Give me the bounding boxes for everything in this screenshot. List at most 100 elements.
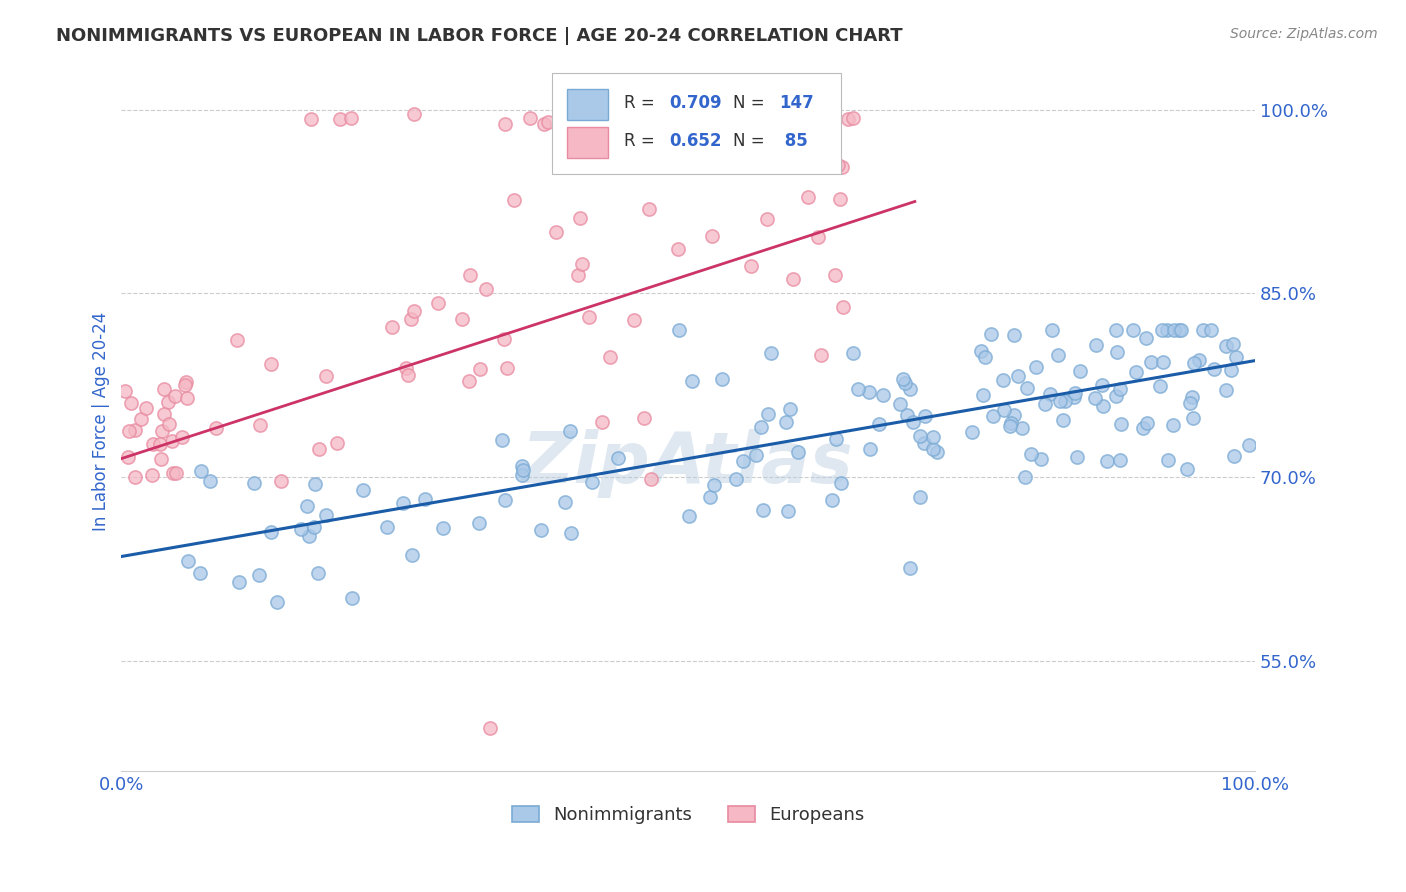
Point xyxy=(752,503,775,517)
Point xyxy=(247,568,270,582)
Point xyxy=(190,464,212,478)
Point xyxy=(458,268,481,283)
Point xyxy=(1225,350,1247,364)
Point xyxy=(381,319,404,334)
Point xyxy=(413,491,436,506)
Point xyxy=(468,361,491,376)
Point xyxy=(510,459,533,474)
Point xyxy=(352,483,374,498)
Point xyxy=(638,202,661,216)
Point xyxy=(249,417,271,432)
Point xyxy=(700,228,723,243)
Point xyxy=(898,561,921,575)
Point xyxy=(404,304,426,318)
Point xyxy=(1105,389,1128,403)
Point xyxy=(1031,452,1053,467)
Point xyxy=(1204,362,1226,376)
Point xyxy=(117,450,139,465)
Point xyxy=(401,549,423,563)
Point xyxy=(308,442,330,456)
Point xyxy=(468,516,491,530)
Point xyxy=(426,295,449,310)
Point xyxy=(396,368,419,383)
Point xyxy=(981,409,1004,424)
Point xyxy=(824,268,846,283)
Point xyxy=(402,107,425,121)
Point xyxy=(325,435,347,450)
Point xyxy=(868,417,890,432)
Point xyxy=(578,310,600,325)
Point xyxy=(1125,365,1147,379)
Point xyxy=(1105,345,1128,359)
Point xyxy=(901,415,924,429)
Point xyxy=(821,493,844,508)
Point xyxy=(375,520,398,534)
Point xyxy=(782,272,804,286)
Point xyxy=(810,348,832,362)
Point xyxy=(295,499,318,513)
Point xyxy=(711,372,734,386)
Point xyxy=(228,574,250,589)
Point xyxy=(681,374,703,388)
Point xyxy=(1014,470,1036,484)
Point xyxy=(118,425,141,439)
Point xyxy=(1000,416,1022,430)
Point xyxy=(1084,391,1107,405)
Point xyxy=(779,401,801,416)
Point xyxy=(1111,417,1133,431)
Point xyxy=(1156,323,1178,337)
Point xyxy=(759,345,782,359)
Point xyxy=(1015,382,1038,396)
Point xyxy=(755,212,778,227)
Text: Source: ZipAtlas.com: Source: ZipAtlas.com xyxy=(1230,27,1378,41)
Point xyxy=(162,466,184,480)
Point xyxy=(925,444,948,458)
Point xyxy=(340,111,363,125)
Point xyxy=(243,476,266,491)
Text: 0.652: 0.652 xyxy=(669,132,721,151)
Text: R =: R = xyxy=(623,94,659,112)
Point xyxy=(1039,387,1062,401)
Point xyxy=(581,475,603,490)
Point xyxy=(329,112,352,126)
Point xyxy=(830,476,852,491)
Point xyxy=(1000,419,1022,434)
Point xyxy=(458,375,481,389)
Point xyxy=(173,378,195,392)
Point xyxy=(124,423,146,437)
Point xyxy=(837,112,859,127)
Point xyxy=(846,383,869,397)
Point xyxy=(494,117,516,131)
Point xyxy=(1168,323,1191,337)
Point xyxy=(740,260,762,274)
Point xyxy=(842,346,865,360)
Point xyxy=(491,434,513,448)
Point xyxy=(1084,338,1107,352)
Point xyxy=(912,436,935,450)
Text: 85: 85 xyxy=(779,132,807,151)
Point xyxy=(724,472,747,486)
Point xyxy=(910,429,932,443)
Point xyxy=(156,395,179,409)
Point xyxy=(1069,364,1091,378)
Text: NONIMMIGRANTS VS EUROPEAN IN LABOR FORCE | AGE 20-24 CORRELATION CHART: NONIMMIGRANTS VS EUROPEAN IN LABOR FORCE… xyxy=(56,27,903,45)
Point xyxy=(270,475,292,489)
Point xyxy=(797,190,820,204)
Point xyxy=(266,594,288,608)
Point xyxy=(392,496,415,510)
Point xyxy=(1175,462,1198,476)
Point xyxy=(914,409,936,424)
Point xyxy=(1091,378,1114,392)
Point xyxy=(307,566,329,580)
Point xyxy=(1108,382,1130,396)
Point xyxy=(1109,452,1132,467)
Point xyxy=(803,112,825,126)
Point xyxy=(172,430,194,444)
Point xyxy=(399,312,422,326)
Point xyxy=(135,401,157,415)
Point xyxy=(1019,446,1042,460)
Text: 0.709: 0.709 xyxy=(669,94,721,112)
Point xyxy=(749,420,772,434)
Point xyxy=(842,111,865,125)
Point xyxy=(519,112,541,126)
